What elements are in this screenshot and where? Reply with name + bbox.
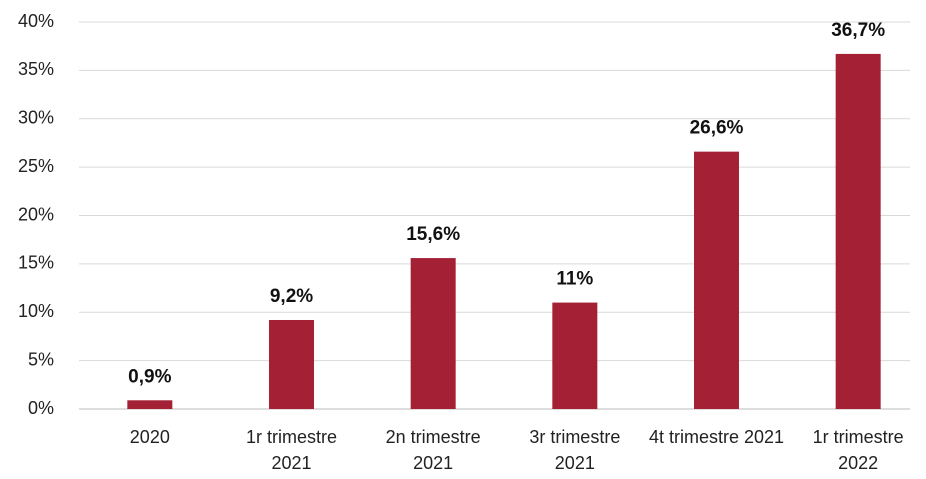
value-label: 9,2% [270,286,313,307]
y-tick-label: 25% [18,156,54,176]
x-tick-label: 2020 [129,427,170,447]
y-tick-label: 30% [18,108,54,128]
bar [410,258,456,409]
y-tick-label: 20% [18,204,54,224]
bar [694,151,739,409]
bar [835,53,881,410]
y-tick-label: 5% [28,349,54,369]
x-tick-label: 3r trimestre 2021 [529,427,621,473]
y-tick-label: 35% [18,59,54,79]
value-label: 0,9% [128,366,171,387]
value-label: 15,6% [406,224,460,245]
value-label: 36,7% [831,20,885,41]
y-tick-label: 10% [18,301,54,321]
x-tick-label: 1r trimestre 2022 [812,427,904,473]
value-label: 26,6% [690,118,744,139]
x-tick-label: 1r trimestre 2021 [245,427,337,473]
bar [127,400,173,409]
y-tick-label: 0% [28,398,54,418]
bar [552,302,598,409]
value-label: 11% [556,269,593,290]
x-tick-label: 2n trimestre 2021 [385,427,481,473]
y-tick-label: 40% [18,11,54,31]
bar [269,319,314,409]
x-tick-label: 4t trimestre 2021 [648,427,785,447]
y-tick-label: 15% [18,253,54,273]
